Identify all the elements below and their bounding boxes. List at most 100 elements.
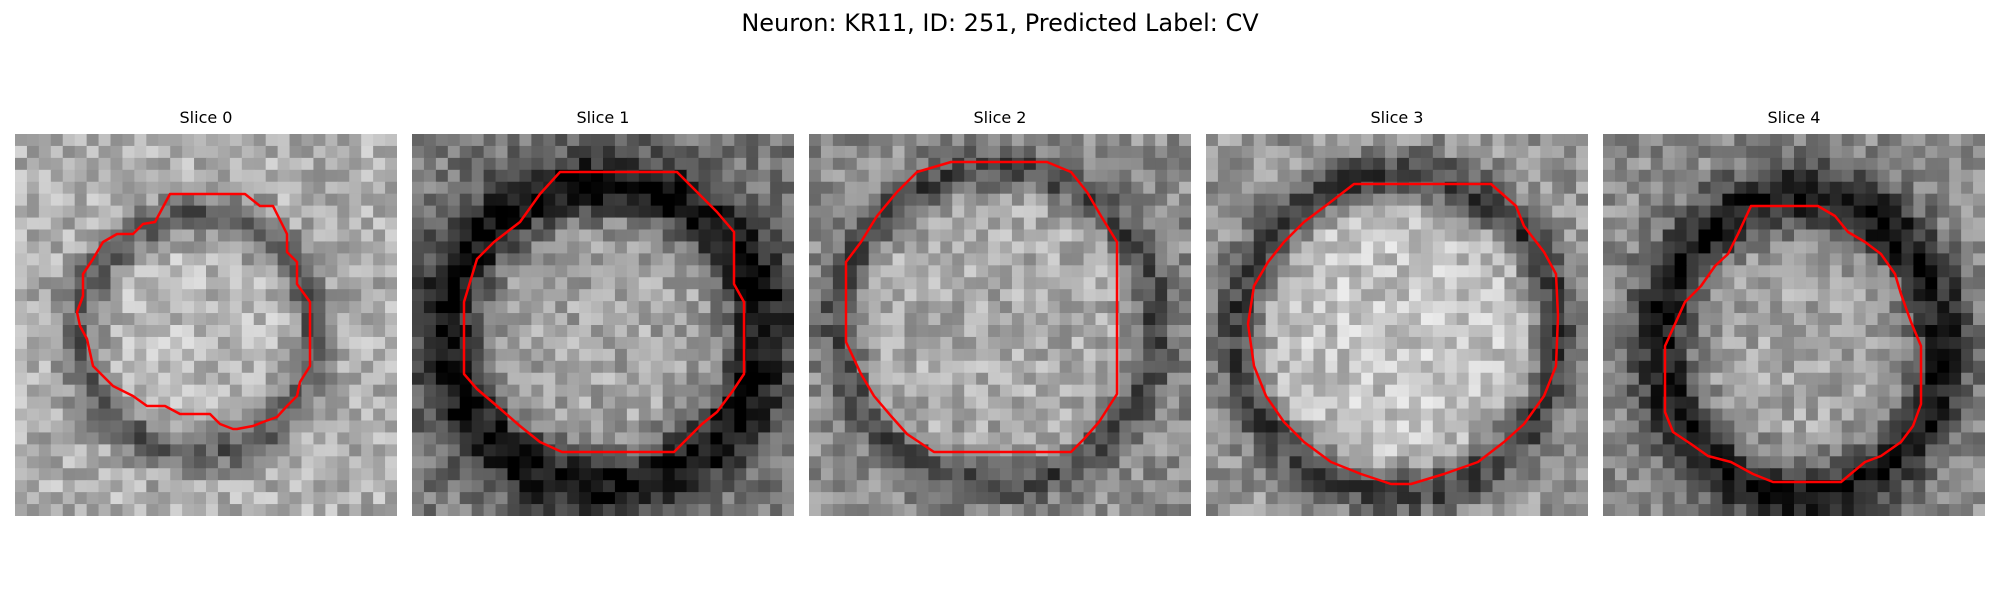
- pixel: [423, 360, 437, 374]
- pixel: [1047, 145, 1061, 159]
- pixel: [50, 289, 64, 302]
- pixel: [206, 157, 219, 171]
- pixel: [507, 468, 521, 481]
- pixel: [1638, 372, 1652, 386]
- pixel: [1143, 444, 1156, 457]
- pixel: [964, 265, 977, 278]
- pixel: [856, 289, 870, 302]
- pixel: [1373, 205, 1386, 219]
- pixel: [1408, 193, 1422, 207]
- pixel: [820, 372, 834, 386]
- pixel: [337, 277, 350, 290]
- pixel: [844, 145, 858, 159]
- pixel: [698, 229, 712, 243]
- pixel: [1289, 444, 1303, 457]
- pixel: [265, 253, 279, 266]
- pixel: [1047, 289, 1061, 302]
- pixel: [770, 241, 783, 254]
- pixel: [1841, 134, 1855, 147]
- pixel: [1817, 229, 1831, 243]
- pixel: [1083, 289, 1097, 302]
- pixel: [832, 229, 846, 243]
- pixel: [710, 193, 723, 207]
- pixel: [710, 325, 723, 338]
- pixel: [1817, 289, 1831, 302]
- pixel: [832, 456, 846, 469]
- pixel: [638, 336, 652, 350]
- pixel: [519, 360, 532, 374]
- pixel: [1179, 468, 1191, 481]
- pixel: [1650, 384, 1664, 398]
- pixel: [1289, 134, 1303, 147]
- pixel: [1035, 134, 1049, 147]
- pixel: [1925, 372, 1938, 386]
- pixel: [1480, 468, 1494, 481]
- pixel: [495, 253, 509, 266]
- pixel: [1277, 265, 1291, 278]
- pixel: [265, 157, 279, 171]
- pixel: [1179, 289, 1191, 302]
- pixel: [1047, 313, 1061, 326]
- pixel: [904, 301, 918, 314]
- pixel: [1841, 444, 1855, 457]
- pixel: [134, 181, 147, 195]
- pixel: [1734, 348, 1747, 362]
- pixel: [964, 432, 977, 445]
- pixel: [1576, 253, 1588, 266]
- pixel: [1011, 336, 1025, 350]
- pixel: [1492, 313, 1506, 326]
- pixel: [385, 157, 397, 171]
- pixel: [277, 348, 291, 362]
- pixel: [976, 360, 989, 374]
- pixel: [158, 504, 171, 516]
- pixel: [471, 372, 485, 386]
- pixel: [1000, 145, 1013, 159]
- pixel: [638, 193, 652, 207]
- pixel: [1805, 181, 1819, 195]
- pixel: [746, 217, 759, 231]
- pixel: [1853, 229, 1867, 243]
- pixel: [809, 241, 822, 254]
- pixel: [531, 492, 544, 505]
- pixel: [483, 205, 497, 219]
- pixel: [1229, 336, 1243, 350]
- pixel: [1361, 229, 1374, 243]
- pixel: [686, 289, 700, 302]
- pixel: [1746, 348, 1759, 362]
- pixel: [1540, 193, 1553, 207]
- pixel: [579, 277, 592, 290]
- pixel: [1614, 384, 1628, 398]
- pixel: [74, 420, 88, 434]
- pixel: [1011, 181, 1025, 195]
- pixel: [1289, 348, 1303, 362]
- pixel: [1155, 265, 1168, 278]
- pixel: [543, 336, 556, 350]
- pixel: [229, 480, 243, 493]
- pixel: [1961, 301, 1974, 314]
- pixel: [122, 456, 135, 469]
- pixel: [349, 372, 362, 386]
- pixel: [892, 145, 906, 159]
- pixel: [722, 408, 735, 422]
- pixel: [868, 253, 882, 266]
- pixel: [1325, 241, 1338, 254]
- pixel: [976, 181, 989, 195]
- pixel: [832, 432, 846, 445]
- pixel: [337, 253, 350, 266]
- pixel: [1650, 408, 1664, 422]
- pixel: [1071, 241, 1085, 254]
- pixel: [1167, 193, 1180, 207]
- pixel: [1552, 384, 1565, 398]
- pixel: [1937, 313, 1950, 326]
- pixel: [1638, 157, 1652, 171]
- pixel: [1095, 504, 1109, 516]
- pixel: [1552, 193, 1565, 207]
- pixel: [1385, 253, 1398, 266]
- pixel: [170, 277, 183, 290]
- pixel: [373, 360, 386, 374]
- pixel: [904, 348, 918, 362]
- pixel: [1131, 265, 1144, 278]
- pixel: [1552, 229, 1565, 243]
- pixel: [229, 372, 243, 386]
- pixel: [626, 492, 640, 505]
